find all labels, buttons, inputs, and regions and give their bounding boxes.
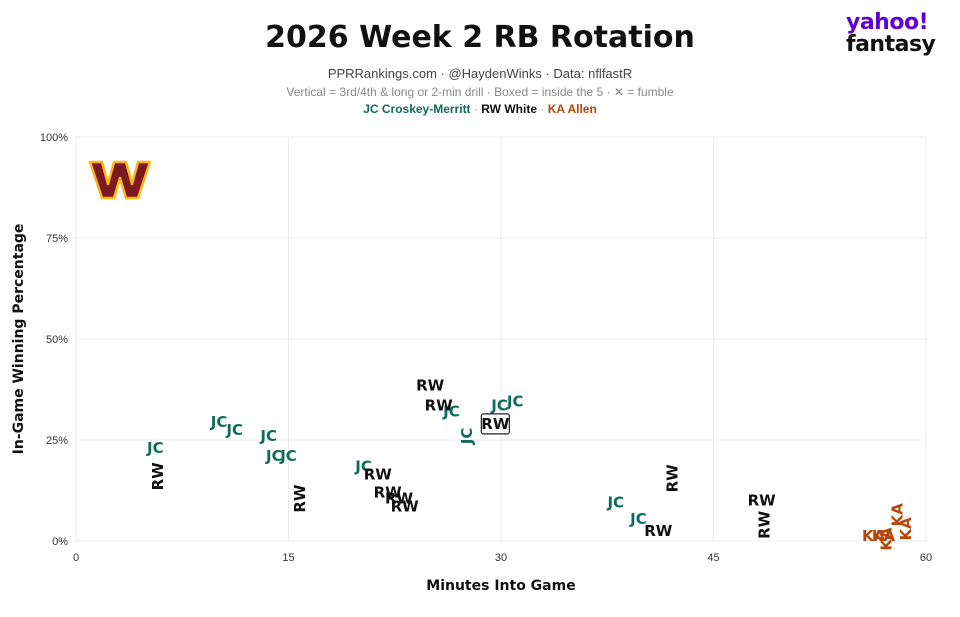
data-point-jc-croskey-merritt: JC [225,421,243,439]
y-axis-label: In-Game Winning Percentage [11,224,27,455]
y-axis-ticks: 0% 25% 50% 75% 100% [40,132,68,548]
chart-subtitle: PPRRankings.com · @HaydenWinks · Data: n… [327,66,633,81]
legend-entry-ka: KA Allen [547,102,597,116]
point-label: JC [606,494,624,512]
data-point-rw-white: RW [385,490,414,508]
data-point-rw-white: RW [480,413,510,435]
data-point-jc-croskey-merritt: JC [458,428,476,446]
washington-commanders-logo [88,160,152,200]
data-point-jc-croskey-merritt: JC [606,494,624,512]
point-label: JC [279,447,297,465]
data-point-jc-croskey-merritt: JC [146,439,164,457]
y-tick-label: 100% [40,132,68,144]
x-axis-ticks: 0 15 30 45 60 [73,552,932,564]
point-label: JC [265,447,283,465]
point-label: RW [756,510,774,539]
point-label: JC [354,457,372,475]
point-label: RW [481,415,510,433]
data-point-jc-croskey-merritt: JC [490,397,508,415]
legend: JC Croskey-Merritt · RW White · KA Allen [0,102,960,116]
point-label: JC [146,439,164,457]
data-point-rw-white: RW [663,464,681,493]
x-axis-label: Minutes Into Game [426,578,575,594]
data-point-jc-croskey-merritt: JC [354,457,372,475]
x-tick-label: 15 [282,552,294,564]
data-point-jc-croskey-merritt: JC [210,413,228,431]
point-label: JC [225,421,243,439]
x-tick-label: 45 [707,552,719,564]
data-point-rw-white: RW [748,492,777,510]
data-point-rw-white: RW [149,462,167,491]
data-point-ka-allen: KA [877,527,895,551]
grid [75,136,927,542]
point-label: KA [862,527,886,545]
data-point-rw-white: RW [644,522,673,540]
team-logo [88,160,152,200]
x-tick-label: 0 [73,552,79,564]
point-label: KA [897,517,915,541]
point-label: RW [663,464,681,493]
data-point-jc-croskey-merritt: JC [265,447,283,465]
data-point-rw-white: RW [391,498,420,516]
data-point-rw-white: RW [364,465,393,483]
data-point-jc-croskey-merritt: JC [629,510,647,528]
inside-five-box [480,413,510,435]
legend-entry-rw: RW White [481,102,538,116]
y-tick-label: 0% [52,536,68,548]
data-point-rw-white: RW [416,376,445,394]
point-label: RW [385,490,414,508]
brand-line-1: yahoo! [846,10,929,35]
x-tick-label: 60 [920,552,932,564]
y-tick-label: 50% [46,334,68,346]
yahoo-fantasy-logo: yahoo! fantasy [846,12,950,56]
data-point-jc-croskey-merritt: JC [279,447,297,465]
point-label: RW [416,376,445,394]
data-point-ka-allen: KA [862,527,886,545]
data-point-jc-croskey-merritt: JC [506,393,524,411]
point-label: RW [748,492,777,510]
y-tick-label: 25% [46,435,68,447]
point-label: JC [490,397,508,415]
point-label: JC [259,427,277,445]
brand-line-2: fantasy [846,32,936,57]
data-point-jc-croskey-merritt: JC [442,403,460,421]
point-label: JC [442,403,460,421]
point-label: RW [391,498,420,516]
legend-entry-jc: JC Croskey-Merritt [363,102,471,116]
point-label: KA [877,527,895,551]
point-label: RW [364,465,393,483]
x-tick-label: 30 [495,552,507,564]
point-label: RW [149,462,167,491]
data-point-ka-allen: KA [889,503,907,527]
point-label: RW [291,484,309,513]
data-point-rw-white: RW [756,510,774,539]
chart-notes: Vertical = 3rd/4th & long or 2-min drill… [286,85,674,99]
point-label: KA [889,503,907,527]
point-label: RW [425,397,454,415]
legend-separator: · [470,102,482,116]
data-point-rw-white: RW [425,397,454,415]
data-point-rw-white: RW [291,484,309,513]
data-point-jc-croskey-merritt: JC [259,427,277,445]
point-label: RW [644,522,673,540]
point-label: RW [374,484,403,502]
point-label: JC [210,413,228,431]
point-label: JC [506,393,524,411]
y-tick-label: 75% [46,233,68,245]
point-label: KA [872,527,896,545]
data-point-rw-white: RW [374,484,403,502]
point-label: JC [629,510,647,528]
chart-title: 2026 Week 2 RB Rotation [265,20,695,55]
legend-separator: · [537,102,548,116]
data-point-ka-allen: KA [897,517,915,541]
point-label: JC [458,428,476,446]
data-point-ka-allen: KA [872,527,896,545]
